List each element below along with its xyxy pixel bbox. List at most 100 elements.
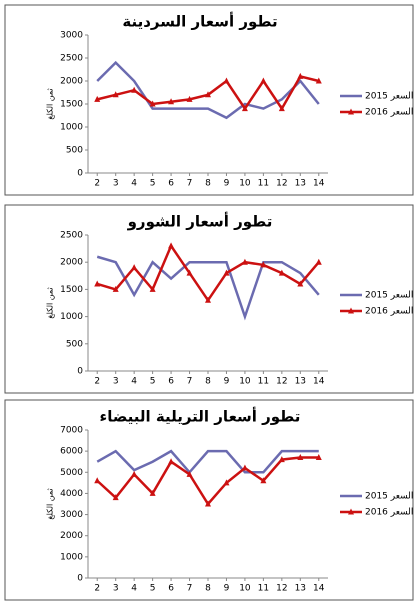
x-tick-label: 3	[113, 584, 119, 594]
legend-label: السعر 2015	[365, 92, 413, 102]
point-marker	[94, 477, 101, 484]
point-marker	[315, 453, 322, 460]
x-tick-label: 8	[205, 377, 211, 387]
legend-marker	[348, 108, 354, 115]
x-tick-label: 4	[131, 179, 137, 189]
x-tick-label: 9	[224, 377, 230, 387]
x-tick-label: 8	[205, 584, 211, 594]
x-tick-label: 5	[150, 377, 156, 387]
point-marker	[260, 261, 267, 268]
y-tick-label: 2000	[60, 258, 83, 268]
point-marker	[168, 242, 175, 249]
y-tick-label: 0	[77, 367, 83, 377]
point-marker	[168, 98, 175, 105]
point-marker	[131, 86, 138, 93]
series-line	[96, 449, 319, 475]
x-tick-label: 6	[168, 377, 174, 387]
point-marker	[278, 105, 285, 112]
point-marker	[297, 280, 304, 287]
x-tick-label: 11	[258, 584, 269, 594]
y-tick-label: 4000	[60, 489, 83, 499]
y-tick-label: 2500	[60, 231, 83, 241]
point-marker	[186, 269, 193, 276]
y-tick-label: 0	[77, 574, 83, 584]
point-marker	[278, 456, 285, 463]
point-marker	[205, 296, 211, 303]
point-marker	[278, 269, 285, 276]
point-marker	[241, 464, 248, 471]
y-tick-label: 1000	[60, 312, 83, 322]
point-marker	[186, 470, 193, 477]
point-marker	[94, 95, 101, 102]
legend-marker	[348, 508, 354, 515]
y-tick-label: 1500	[60, 285, 83, 295]
y-tick-label: 500	[66, 146, 83, 156]
x-tick-label: 10	[239, 377, 251, 387]
x-tick-label: 5	[150, 179, 156, 189]
point-marker	[260, 477, 267, 484]
x-tick-label: 7	[187, 179, 193, 189]
x-tick-label: 9	[224, 179, 230, 189]
point-marker	[260, 77, 267, 84]
chart-title: تطور أسعار التريلية البيضاء	[100, 407, 301, 426]
point-marker	[112, 91, 119, 98]
x-tick-label: 10	[239, 584, 251, 594]
y-tick-label: 7000	[60, 426, 83, 436]
x-tick-label: 13	[295, 377, 306, 387]
point-marker	[131, 470, 138, 477]
point-marker	[315, 77, 322, 84]
x-tick-label: 11	[258, 377, 269, 387]
point-marker	[315, 258, 322, 265]
y-axis-label: ثمن الكلغ	[46, 488, 55, 519]
x-tick-label: 9	[224, 584, 230, 594]
y-tick-label: 1000	[60, 552, 83, 562]
x-tick-label: 4	[131, 377, 137, 387]
point-marker	[241, 105, 248, 112]
y-tick-label: 5000	[60, 468, 83, 478]
chart-panel	[4, 4, 414, 196]
point-marker	[223, 77, 230, 84]
x-tick-label: 13	[295, 179, 306, 189]
point-marker	[149, 489, 156, 496]
legend-label: السعر 2016	[365, 508, 413, 518]
series-line	[96, 60, 320, 120]
y-axis-label: ثمن الكلغ	[46, 287, 55, 318]
x-tick-label: 2	[94, 377, 100, 387]
y-axis-label: ثمن الكلغ	[46, 88, 55, 119]
y-tick-label: 500	[66, 339, 83, 349]
point-marker	[168, 458, 175, 465]
chart-title: تطور أسعار الشورو	[127, 212, 273, 231]
point-marker	[186, 95, 193, 102]
x-tick-label: 12	[276, 584, 287, 594]
x-tick-label: 12	[276, 179, 287, 189]
y-tick-label: 2000	[60, 531, 83, 541]
legend-label: السعر 2015	[365, 291, 413, 301]
x-tick-label: 14	[313, 179, 325, 189]
point-marker	[112, 285, 119, 292]
series-line	[96, 255, 320, 321]
point-marker	[223, 269, 230, 276]
legend-marker	[348, 307, 354, 314]
x-tick-label: 7	[187, 584, 193, 594]
x-tick-label: 11	[258, 179, 269, 189]
point-marker	[131, 264, 138, 271]
y-tick-label: 6000	[60, 447, 83, 457]
x-tick-label: 10	[239, 179, 251, 189]
legend-label: السعر 2016	[365, 108, 413, 118]
x-tick-label: 3	[113, 377, 119, 387]
x-tick-label: 3	[113, 179, 119, 189]
point-marker	[149, 100, 156, 107]
point-marker	[297, 72, 304, 79]
point-marker	[223, 479, 230, 486]
point-marker	[205, 91, 211, 98]
y-tick-label: 2000	[60, 77, 83, 87]
legend-label: السعر 2015	[365, 492, 413, 502]
x-tick-label: 2	[94, 584, 100, 594]
x-tick-label: 14	[313, 377, 325, 387]
point-marker	[112, 494, 119, 501]
y-tick-label: 1500	[60, 100, 83, 110]
x-tick-label: 8	[205, 179, 211, 189]
x-tick-label: 13	[295, 584, 306, 594]
point-marker	[241, 258, 248, 265]
